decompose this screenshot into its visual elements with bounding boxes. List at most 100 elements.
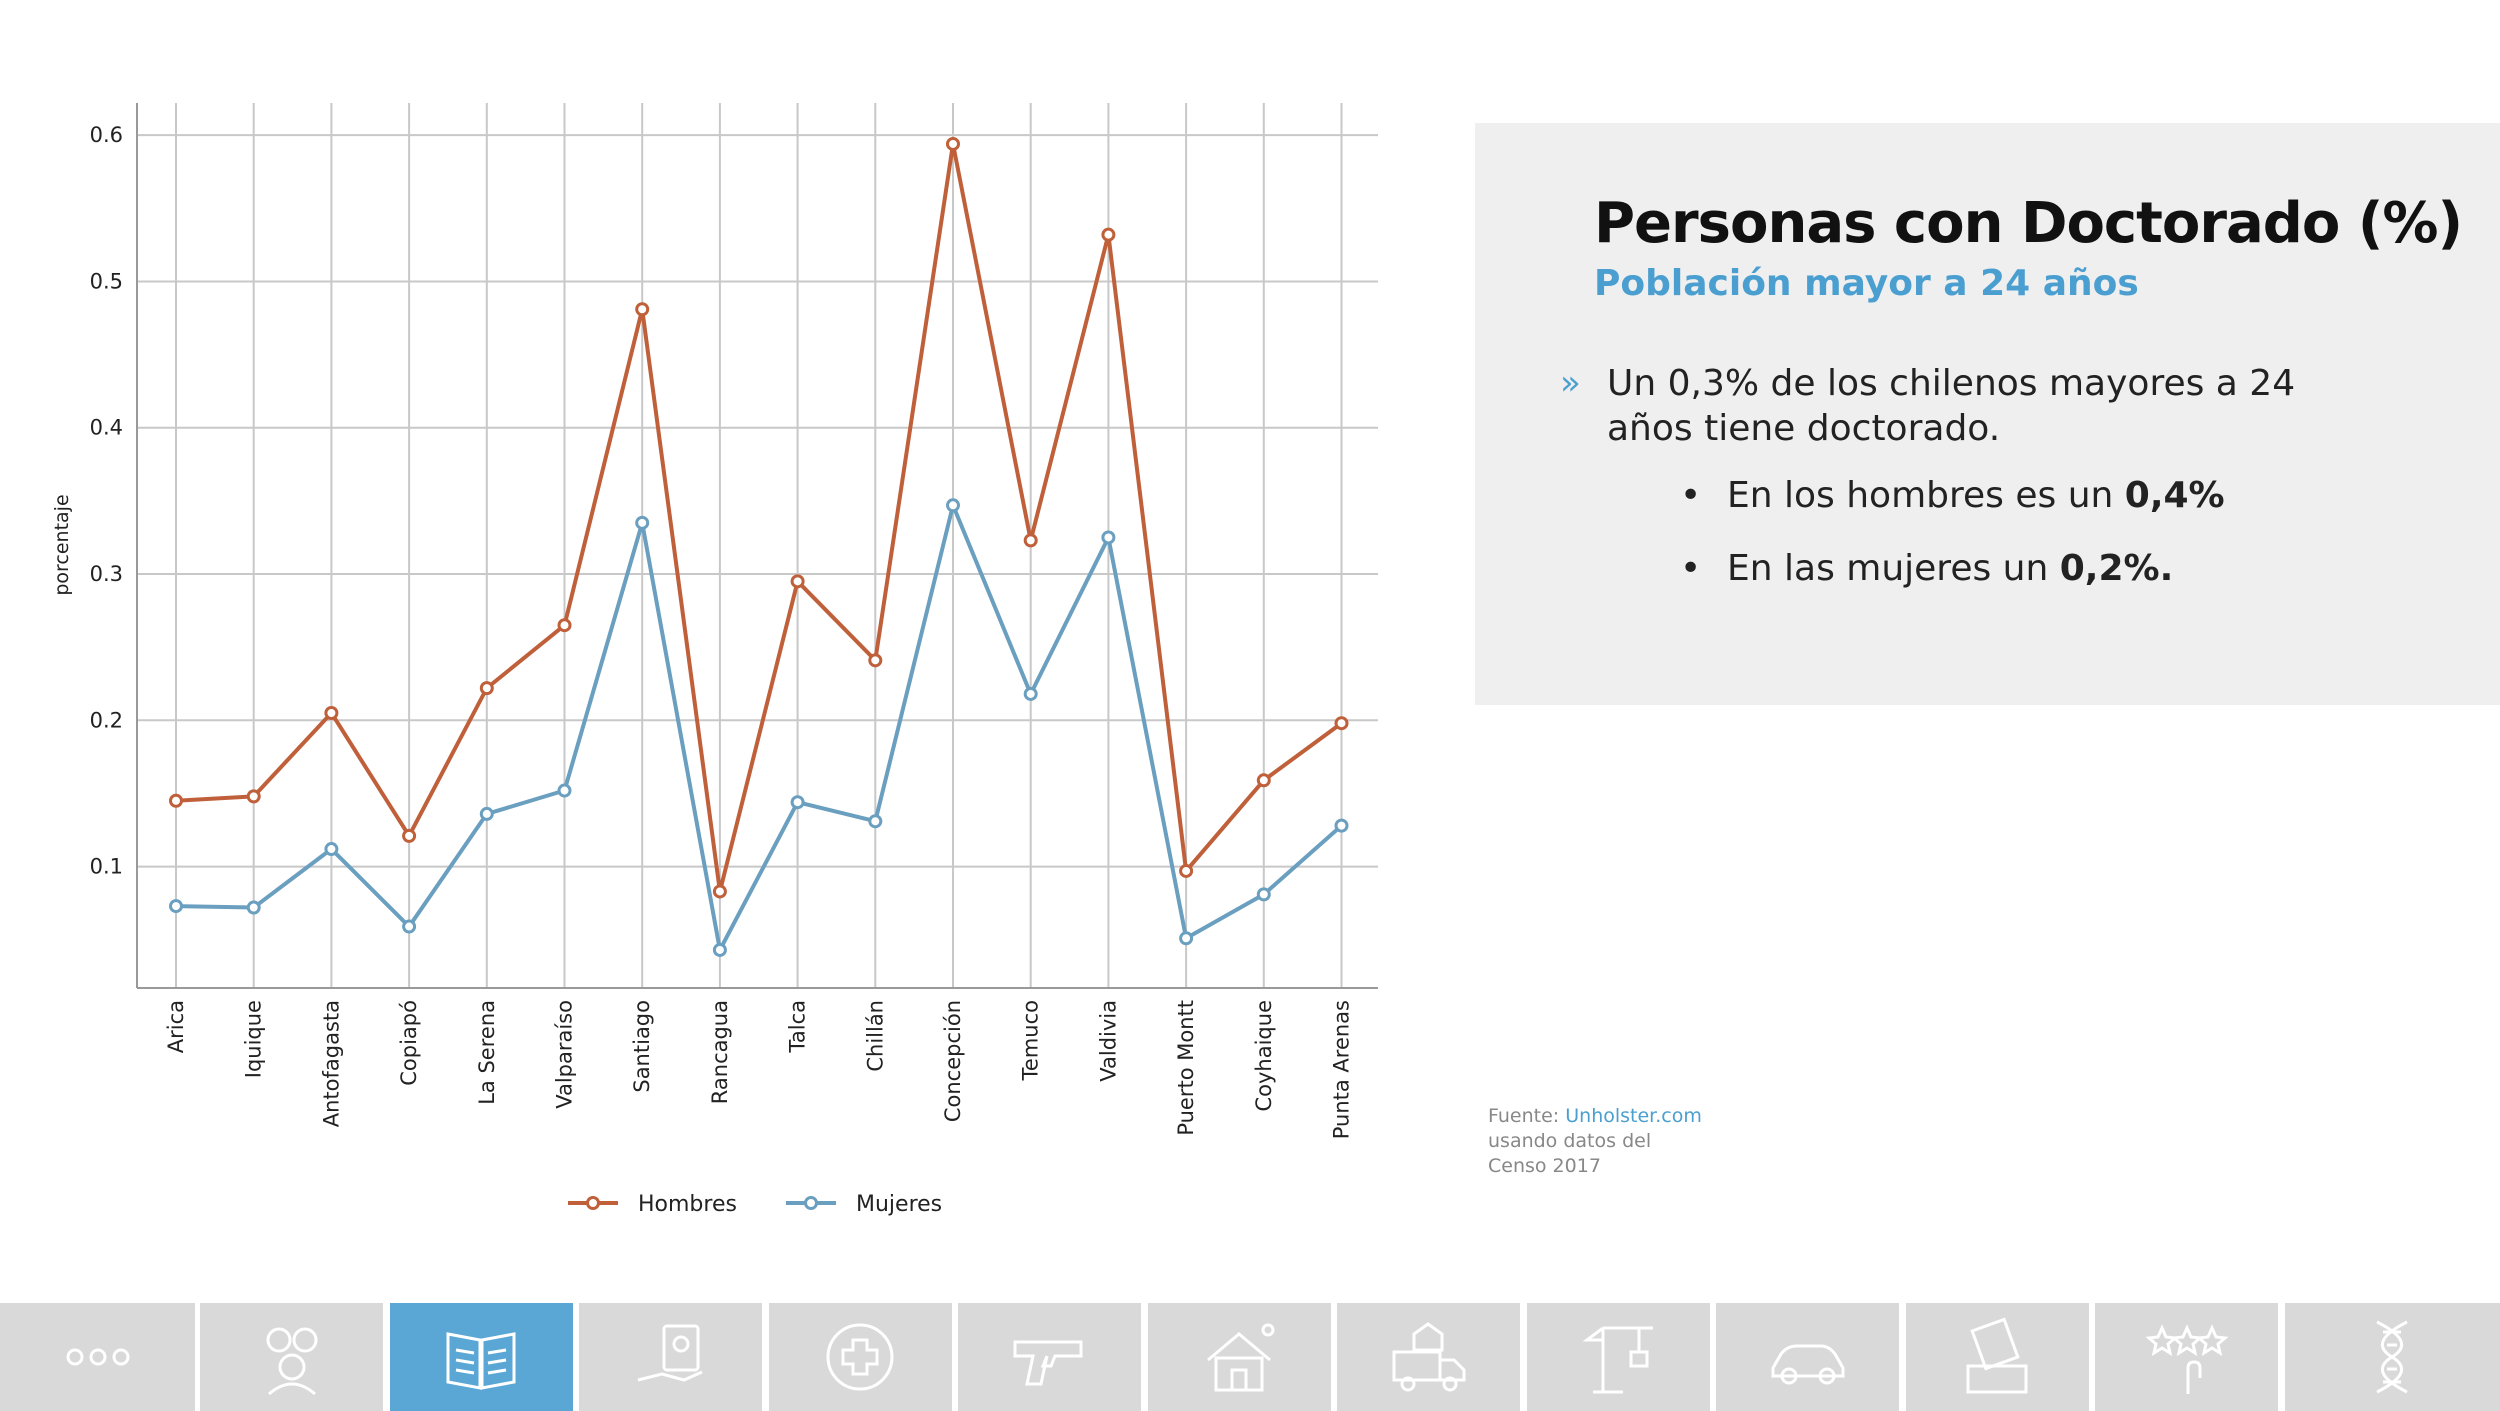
x-tick-label: Rancagua: [708, 1000, 732, 1104]
medical-cross-icon: [826, 1323, 894, 1391]
moving-truck-icon: [1392, 1322, 1465, 1392]
data-point-hombres: [635, 302, 650, 317]
data-point-hombres: [1256, 773, 1271, 788]
y-tick-label: 0.2: [90, 708, 123, 732]
y-tick-label: 0.1: [90, 855, 123, 879]
series-line-hombres: [175, 141, 1343, 894]
construction-crane-icon: [1582, 1326, 1653, 1394]
pistol-icon: [1013, 1340, 1082, 1386]
data-point-mujeres: [557, 783, 572, 798]
source-note: Fuente: Unholster.com usando datos del C…: [1488, 1104, 1738, 1179]
data-point-mujeres: [1334, 818, 1349, 833]
data-point-mujeres: [946, 498, 960, 513]
x-tick-label: Copiapó: [397, 1000, 421, 1086]
bottom-nav-bar: [0, 1303, 2500, 1411]
source-line-3: Censo 2017: [1488, 1155, 1601, 1177]
legend-label: Hombres: [638, 1192, 737, 1217]
sub-bullet-text: En las mujeres un: [1727, 548, 2060, 589]
nav-tile-dna[interactable]: [2284, 1303, 2500, 1411]
source-line-2: usando datos del: [1488, 1130, 1652, 1152]
main-bullet-text: Un 0,3% de los chilenos mayores a 24 año…: [1607, 363, 2296, 449]
nav-tile-pistol[interactable]: [958, 1303, 1141, 1411]
star-rating-icon: [2144, 1324, 2229, 1394]
data-point-mujeres: [324, 842, 339, 857]
x-tick-label: Concepción: [941, 1000, 965, 1122]
y-tick-label: 0.4: [90, 416, 123, 440]
car-icon: [1771, 1344, 1844, 1385]
voting-ballot-icon: [1966, 1317, 2028, 1394]
y-tick-label: 0.6: [90, 123, 123, 147]
data-point-hombres: [402, 828, 417, 843]
series-line-mujeres: [175, 503, 1343, 952]
source-link[interactable]: Unholster.com: [1565, 1105, 1702, 1127]
data-point-mujeres: [1179, 931, 1194, 946]
hand-document-icon: [637, 1324, 703, 1382]
data-point-hombres: [479, 681, 494, 696]
y-tick-label: 0.5: [90, 269, 123, 293]
data-point-mujeres: [790, 795, 805, 810]
data-point-hombres: [946, 136, 960, 151]
more-dots-icon: [66, 1348, 129, 1366]
legend-label: Mujeres: [856, 1192, 942, 1217]
data-point-mujeres: [635, 515, 650, 530]
nav-tile-hand-document[interactable]: [579, 1303, 762, 1411]
data-point-hombres: [1179, 863, 1194, 878]
line-chart: 0.1 0.2 0.3 0.4 0.5 0.6 Arica Iquique Antofagast…: [51, 103, 1378, 1217]
data-point-mujeres: [1256, 887, 1271, 902]
data-point-mujeres: [402, 919, 417, 934]
house-icon: [1207, 1323, 1275, 1392]
nav-tile-medical-cross[interactable]: [768, 1303, 952, 1411]
nav-tile-moving-truck[interactable]: [1337, 1303, 1520, 1411]
bullet-marker: »: [1560, 363, 1581, 403]
data-point-hombres: [246, 789, 261, 804]
y-tick-label: 0.3: [90, 562, 123, 586]
source-line-1: Fuente: Unholster.com: [1488, 1104, 1738, 1129]
data-point-mujeres: [479, 806, 494, 821]
data-point-mujeres: [1101, 530, 1116, 545]
chart-canvas: 0.1 0.2 0.3 0.4 0.5 0.6 Arica Iquique Antofagast…: [51, 103, 1378, 1217]
x-tick-label: Temuco: [1019, 1000, 1043, 1081]
nav-tile-people-group[interactable]: [200, 1303, 383, 1411]
legend-swatch-marker: [586, 1196, 600, 1210]
x-tick-label: Punta Arenas: [1330, 1000, 1354, 1139]
legend-swatch-marker: [804, 1196, 818, 1210]
source-prefix: Fuente:: [1488, 1105, 1566, 1127]
dna-icon: [2376, 1320, 2408, 1394]
sub-bullet-text: En los hombres es un: [1727, 475, 2125, 516]
data-point-hombres: [557, 618, 572, 633]
main-bullet: » Un 0,3% de los chilenos mayores a 24 a…: [1560, 361, 2320, 451]
x-tick-label: Antofagasta: [319, 1000, 343, 1127]
x-tick-label: Valparaíso: [553, 1000, 577, 1109]
nav-tile-construction-crane[interactable]: [1526, 1303, 1710, 1411]
nav-tile-voting-ballot[interactable]: [1905, 1303, 2089, 1411]
sub-bullet-value: 0,4%: [2124, 475, 2225, 516]
nav-tile-star-rating[interactable]: [2095, 1303, 2278, 1411]
data-point-hombres: [712, 884, 727, 899]
data-point-mujeres: [246, 900, 261, 915]
nav-tile-open-book[interactable]: [389, 1303, 573, 1411]
data-point-hombres: [1101, 227, 1116, 242]
bullet-dot: •: [1680, 475, 1702, 516]
x-tick-label: Santiago: [630, 1000, 654, 1093]
data-point-mujeres: [868, 814, 883, 829]
x-tick-label: Iquique: [242, 1000, 266, 1078]
x-tick-label: Coyhaique: [1252, 1000, 1276, 1112]
nav-tile-more-dots[interactable]: [0, 1303, 195, 1411]
sub-bullet-men: • En los hombres es un 0,4%: [1680, 475, 2380, 516]
x-tick-label: La Serena: [475, 1000, 499, 1105]
data-point-hombres: [324, 705, 339, 720]
nav-tile-house[interactable]: [1147, 1303, 1331, 1411]
people-group-icon: [266, 1327, 317, 1396]
y-axis-label: porcentaje: [51, 494, 73, 595]
data-point-hombres: [169, 793, 183, 808]
data-point-hombres: [1023, 533, 1038, 548]
data-point-mujeres: [169, 899, 183, 914]
sub-bullet-value: 0,2%.: [2059, 548, 2174, 589]
x-tick-label: Talca: [786, 1000, 810, 1053]
x-tick-label: Arica: [164, 1000, 188, 1053]
data-point-mujeres: [712, 942, 727, 957]
nav-tile-car[interactable]: [1716, 1303, 1899, 1411]
info-panel: Personas con Doctorado (%) Población may…: [1475, 123, 2500, 705]
data-point-hombres: [790, 574, 805, 589]
x-tick-label: Valdivia: [1096, 1000, 1120, 1082]
